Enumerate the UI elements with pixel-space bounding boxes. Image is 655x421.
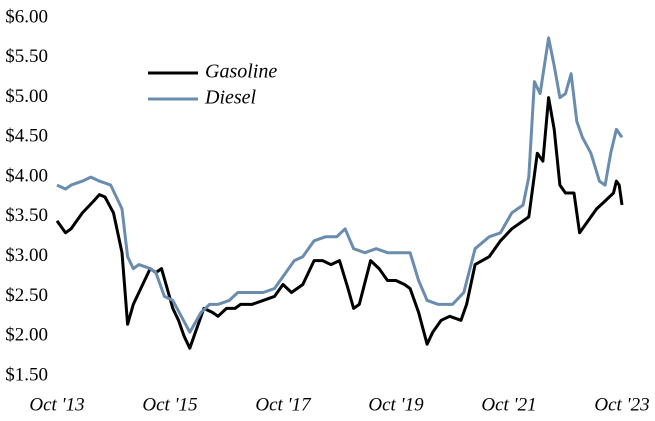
line-series (55, 96, 624, 350)
x-tick-label: Oct '23 (594, 394, 649, 415)
y-tick-label: $2.50 (5, 285, 48, 306)
y-tick-label: $4.00 (5, 165, 48, 186)
line-series (56, 36, 624, 334)
x-tick-label: Oct '13 (29, 394, 84, 415)
y-tick-label: $5.00 (5, 86, 48, 107)
x-tick-label: Oct '17 (255, 394, 312, 415)
y-tick-label: $6.00 (5, 6, 48, 27)
y-tick-label: $2.00 (5, 325, 48, 346)
x-tick-label: Oct '15 (142, 394, 197, 415)
y-tick-label: $3.00 (5, 245, 48, 266)
x-tick-label: Oct '19 (368, 394, 424, 415)
x-tick-label: Oct '21 (481, 394, 536, 415)
legend-label: Gasoline (205, 61, 277, 83)
legend-label: Diesel (204, 87, 257, 109)
y-tick-label: $4.50 (5, 126, 48, 147)
y-tick-label: $5.50 (5, 46, 48, 67)
y-tick-label: $1.50 (5, 364, 48, 385)
y-tick-label: $3.50 (5, 205, 48, 226)
